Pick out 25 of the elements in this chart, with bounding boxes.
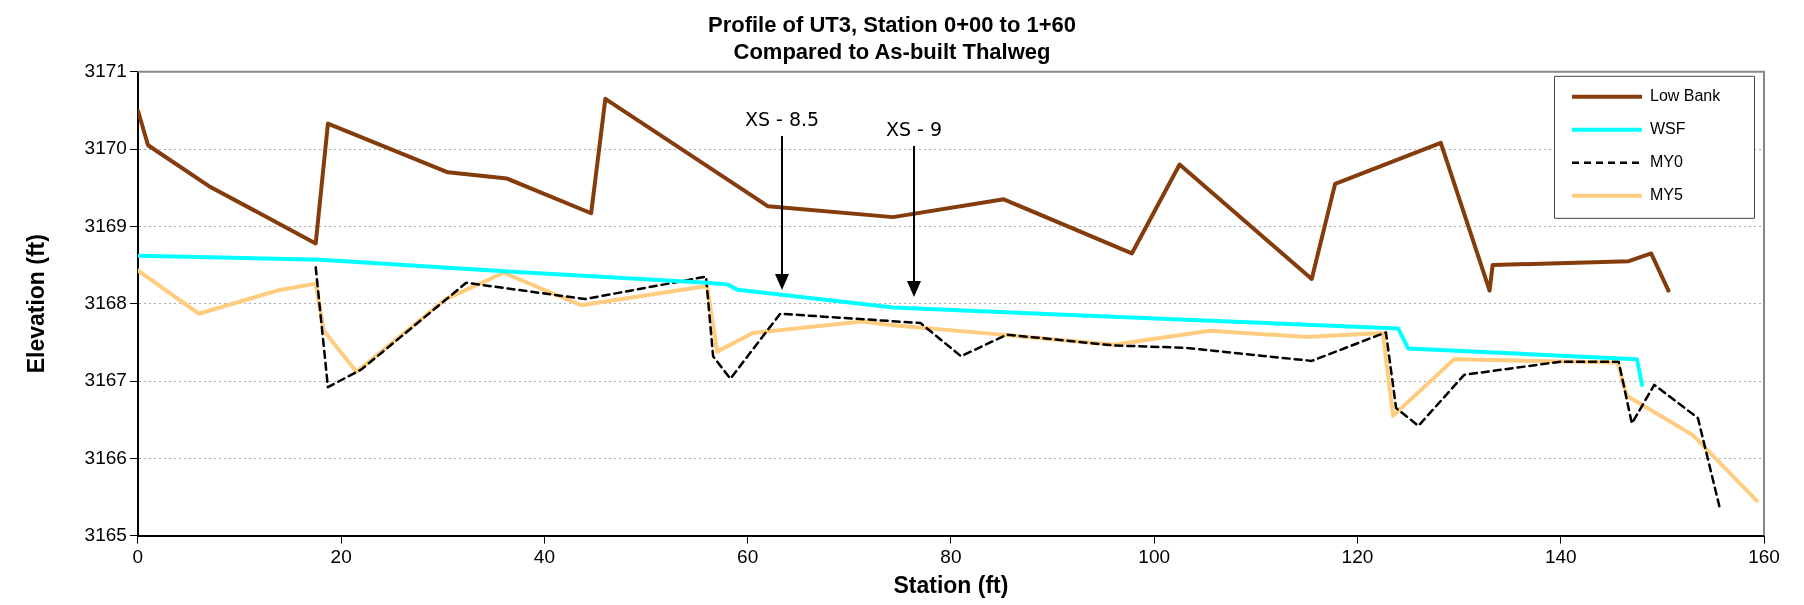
y-tick-label: 3169 <box>84 214 127 236</box>
x-tick-label: 140 <box>1544 546 1577 568</box>
legend-label: WSF <box>1650 120 1686 138</box>
legend-label: MY0 <box>1650 153 1683 171</box>
legend-label: MY5 <box>1650 186 1683 204</box>
x-tick-label: 100 <box>1138 546 1171 568</box>
x-tick-label: 80 <box>940 546 962 568</box>
x-tick-label: 0 <box>132 546 144 568</box>
chart-title: Profile of UT3, Station 0+00 to 1+60 Compared to As-built Thalweg <box>708 12 1076 64</box>
x-tick-label: 40 <box>533 546 555 568</box>
x-tick-label: 60 <box>737 546 759 568</box>
y-axis-title: Elevation (ft) <box>23 234 50 374</box>
x-axis-title: Station (ft) <box>893 571 1009 598</box>
y-tick-label: 3167 <box>84 369 127 391</box>
y-tick-label: 3168 <box>84 291 127 313</box>
x-tick-label: 120 <box>1341 546 1374 568</box>
y-tick-label: 3170 <box>84 137 127 159</box>
annotation: XS - 9 <box>885 118 943 140</box>
legend-label: Low Bank <box>1650 87 1722 105</box>
y-tick-label: 3165 <box>84 523 127 545</box>
y-tick-label: 3166 <box>84 446 127 468</box>
x-tick-label: 160 <box>1748 546 1780 568</box>
y-tick-label: 3171 <box>84 60 127 82</box>
x-tick-label: 20 <box>330 546 352 568</box>
annotation: XS - 8.5 <box>744 108 820 130</box>
